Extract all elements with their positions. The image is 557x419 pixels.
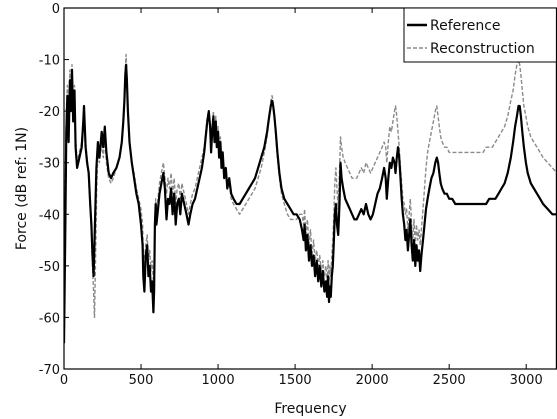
- axis-ticks: 0 500 1000 1500 2000 2500 3000 0 -10 -20 -30 -40 -50…: [39, 2, 543, 388]
- y-tick-label: -10: [39, 54, 60, 69]
- x-tick-label: 3000: [510, 373, 543, 388]
- y-tick-label: -40: [39, 208, 60, 223]
- series-layer: [64, 53, 557, 344]
- series-line-reconstruction: [64, 53, 557, 319]
- x-tick-label: 0: [60, 373, 68, 388]
- x-tick-label: 2500: [433, 373, 466, 388]
- x-tick-label: 1000: [202, 373, 235, 388]
- series-line-reference: [64, 63, 557, 344]
- legend: Reference Reconstruction: [403, 7, 557, 63]
- y-axis-label: Force (dB ref: 1N): [14, 127, 30, 250]
- y-tick-label: -50: [39, 260, 60, 275]
- plot-frame: [63, 7, 557, 370]
- y-tick-label: 0: [52, 2, 60, 17]
- x-axis-label: Frequency: [274, 401, 346, 417]
- x-tick-label: 500: [129, 373, 154, 388]
- legend-box: [403, 7, 557, 63]
- y-tick-label: -60: [39, 311, 60, 326]
- legend-label-reference: Reference: [430, 18, 501, 34]
- legend-label-reconstruction: Reconstruction: [430, 41, 535, 57]
- y-tick-label: -20: [39, 105, 60, 120]
- y-tick-label: -70: [39, 363, 60, 378]
- x-tick-label: 1500: [279, 373, 312, 388]
- x-tick-label: 2000: [356, 373, 389, 388]
- y-tick-label: -30: [39, 157, 60, 172]
